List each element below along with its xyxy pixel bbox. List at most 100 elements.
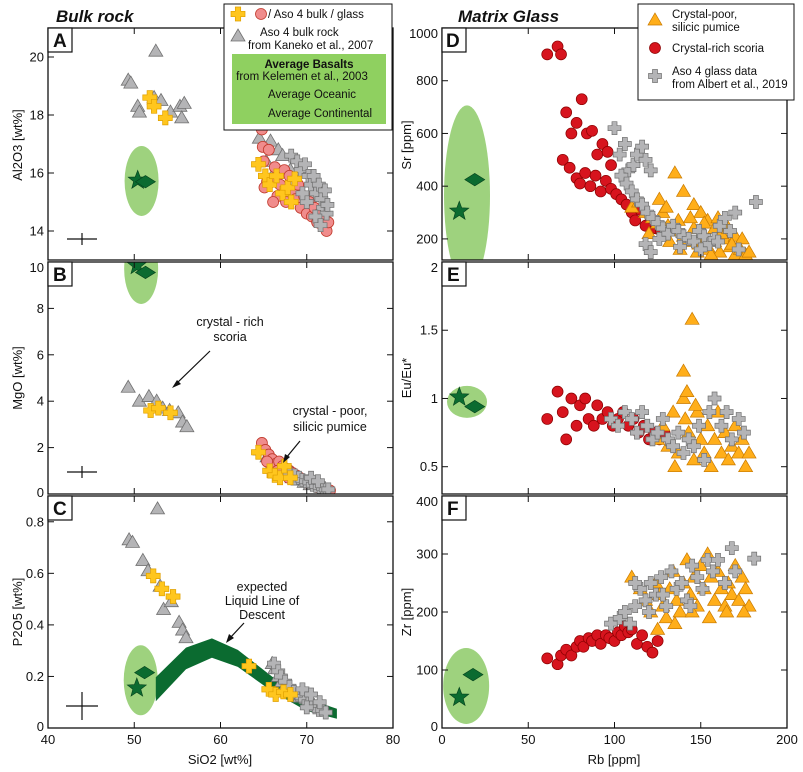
point-e-orange-triangle-25 — [737, 459, 754, 473]
point-f-orange-triangle-37 — [736, 604, 752, 618]
y-label-c: P2O5 [wt%] — [10, 578, 25, 647]
point-d-gray-cross-32 — [749, 195, 763, 209]
point-b-yellow-cross-7 — [276, 458, 292, 474]
point-e-gray-cross-1 — [611, 418, 625, 433]
point-a-yellow-cross-1 — [146, 98, 162, 114]
point-d-red-circle-5 — [570, 117, 583, 129]
series-a-yellow-cross — [142, 90, 303, 210]
point-f-red-circle-4 — [565, 649, 578, 662]
point-d-red-circle-12 — [605, 159, 617, 171]
point-e-red-circle-5 — [570, 419, 583, 432]
y-tick-label-f: 400 — [416, 494, 438, 509]
point-e-gray-cross-9 — [655, 412, 670, 426]
point-d-orange-triangle-38 — [734, 231, 750, 245]
x-tick-label-c: 40 — [41, 732, 55, 747]
point-d-gray-cross-35 — [652, 232, 667, 246]
series-e-gray-cross — [604, 391, 751, 467]
point-f-orange-triangle-26 — [724, 586, 740, 600]
point-e-red-circle-3 — [560, 433, 573, 446]
panel-b-letter-box — [47, 261, 73, 287]
y-tick-label-e: 2 — [431, 260, 438, 275]
point-e-red-circle-2 — [556, 406, 569, 418]
point-d-orange-triangle-39 — [641, 225, 657, 239]
panel-e-frame — [441, 261, 788, 495]
point-d-orange-triangle-33 — [658, 199, 674, 213]
point-e-red-circle-10 — [591, 399, 604, 412]
point-f-gray-cross-25 — [628, 576, 643, 590]
point-b-yellow-cross-8 — [283, 470, 298, 486]
x-tick-label-f: 100 — [604, 732, 626, 747]
point-c-triangle-1 — [124, 534, 141, 548]
point-e-orange-triangle-18 — [713, 445, 730, 459]
y-tick-label-d: 400 — [416, 179, 438, 194]
panel-f-plot — [443, 541, 762, 724]
point-d-orange-triangle-23 — [667, 165, 683, 179]
point-c-yellow-cross-2 — [165, 589, 181, 604]
y-tick-label-d: 600 — [416, 126, 438, 141]
point-e-gray-cross-8 — [650, 425, 665, 440]
point-c-triangle-2 — [135, 552, 151, 566]
axis-labels: Al2O3 [wt%] MgO [wt%] P2O5 [wt%] Sr [ppm… — [10, 109, 640, 767]
point-c-triangle-6 — [155, 601, 172, 615]
point-f-orange-triangle-29 — [734, 569, 750, 583]
point-e-orange-triangle-7 — [677, 411, 693, 425]
point-c-gray-cross-14 — [318, 705, 333, 720]
point-a-yellow-cross-10 — [287, 171, 303, 187]
y-label-a: Al2O3 [wt%] — [10, 109, 25, 181]
point-a-triangle-9 — [176, 95, 192, 109]
point-d-orange-triangle-25 — [686, 196, 702, 210]
annotation-lld-line2: Liquid Line of — [225, 594, 300, 608]
panel-b-letter: B — [53, 265, 67, 286]
legend-gray-cross — [648, 69, 662, 83]
left-legend-box-sub: from Kelemen et al., 2003 — [236, 71, 368, 83]
annotation-crystal-poor-line2: silicic pumice — [293, 420, 367, 434]
point-e-orange-triangle-3 — [665, 404, 681, 418]
point-f-orange-triangle-21 — [706, 592, 723, 606]
legend-orange-triangle — [647, 12, 663, 26]
point-c-triangle-10 — [178, 629, 194, 644]
x-tick-label-c: 50 — [127, 732, 141, 747]
point-e-gray-cross-4 — [630, 425, 644, 440]
point-d-gray-cross-31 — [728, 205, 743, 220]
y-tick-label-d: 800 — [416, 73, 438, 88]
point-e-orange-triangle-15 — [703, 459, 719, 473]
legend-pink-circle — [255, 8, 267, 20]
point-a-yellow-cross-3 — [251, 156, 266, 172]
point-d-orange-triangle-26 — [693, 204, 709, 218]
y-tick-label-d: 1000 — [409, 26, 438, 41]
point-c-yellow-cross-3 — [241, 658, 257, 674]
point-e-orange-triangle-20 — [720, 452, 736, 466]
right-legend: Crystal-poor, silicic pumice Crystal-ric… — [637, 3, 795, 101]
point-d-orange-triangle-34 — [682, 210, 699, 224]
point-c-triangle-4 — [149, 501, 166, 515]
point-d-gray-cross-39 — [731, 242, 746, 257]
series-c-yellow-cross — [145, 568, 298, 702]
point-a-gray-cross-17 — [313, 218, 328, 233]
right-legend-item1a: Crystal-poor, — [672, 9, 737, 21]
panel-f-frame — [441, 495, 788, 729]
point-d-red-circle-2 — [555, 48, 567, 61]
x-tick-label-f: 0 — [438, 732, 445, 747]
panel-c-letter-box — [47, 495, 73, 521]
point-e-red-circle-4 — [565, 392, 578, 405]
point-f-orange-triangle-33 — [667, 615, 683, 629]
point-e-red-circle-1 — [551, 385, 564, 398]
point-f-gray-cross-24 — [747, 551, 762, 566]
series-d-diamond — [464, 172, 486, 187]
y-tick-label-b: 4 — [37, 394, 44, 409]
point-d-red-circle-8 — [586, 124, 598, 137]
legend-gray-triangle — [230, 28, 246, 42]
point-e-red-circle-7 — [579, 392, 592, 405]
left-legend-basalt-box — [232, 54, 386, 124]
point-f-gray-cross-20 — [711, 552, 725, 567]
y-label-f: Zr [ppm] — [399, 588, 414, 636]
point-f-gray-cross-26 — [642, 605, 656, 619]
point-b-gray-cross-12 — [304, 470, 318, 485]
point-d-gray-cross-36 — [673, 239, 687, 254]
point-d-star-0 — [448, 200, 470, 221]
point-e-orange-triangle-29 — [687, 397, 704, 411]
y-tick-label-e: 1 — [431, 391, 438, 406]
point-c-star-0 — [126, 677, 148, 697]
panel-b-plot — [120, 262, 336, 494]
